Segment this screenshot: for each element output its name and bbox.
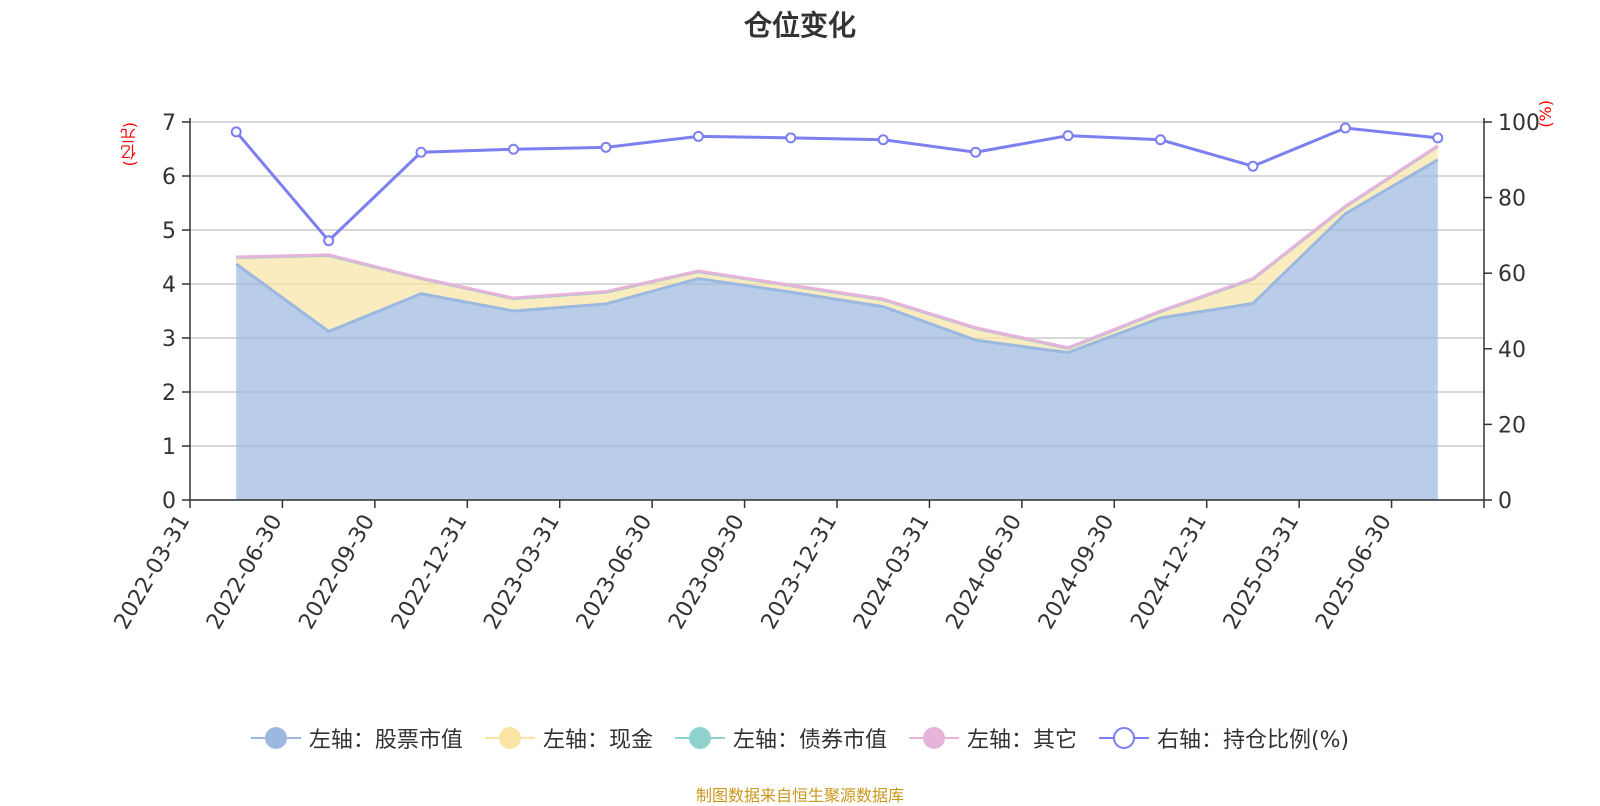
ratio-point [323, 235, 335, 247]
x-axis-tick-label: 2025-06-30 [1311, 511, 1397, 634]
right-axis-tick-label: 80 [1498, 187, 1526, 212]
ratio-point [230, 126, 242, 138]
ratio-point [1062, 130, 1074, 142]
right-axis-tick-label: 60 [1498, 262, 1526, 287]
chart-title: 仓位变化 [743, 9, 856, 42]
x-axis-tick-label: 2023-09-30 [664, 511, 750, 634]
legend-label: 左轴：债券市值 [732, 728, 887, 753]
legend-item-stock[interactable]: 左轴：股票市值 [250, 722, 463, 754]
x-axis-tick-label: 2024-03-31 [849, 511, 935, 634]
legend-bond-icon [674, 726, 725, 750]
ratio-point [1432, 132, 1444, 144]
legend-label: 左轴：股票市值 [308, 728, 463, 753]
legend-item-cash[interactable]: 左轴：现金 [484, 722, 653, 754]
ratio-point [1155, 134, 1166, 146]
x-axis-tick-label: 2025-03-31 [1219, 511, 1305, 634]
right-axis-tick-label: 100 [1498, 111, 1540, 136]
legend-item-bond[interactable]: 左轴：债券市值 [674, 722, 887, 754]
ratio-point [877, 134, 889, 146]
area-series-3-line [236, 144, 1439, 350]
legend-label: 左轴：现金 [542, 728, 653, 753]
x-axis-tick-label: 2023-06-30 [572, 511, 658, 634]
x-axis-tick-label: 2022-09-30 [294, 511, 380, 634]
legend: 左轴：股票市值 左轴：现金 左轴：债券市值 左轴：其它 右轴：持仓比例(%) [0, 722, 1600, 754]
left-axis-tick-label: 1 [162, 435, 176, 460]
left-axis-tick-label: 0 [162, 489, 176, 514]
ratio-line [235, 126, 1438, 243]
x-axis-tick-label: 2023-12-31 [757, 511, 843, 634]
ratio-point [1339, 122, 1351, 134]
legend-label: 左轴：其它 [966, 728, 1077, 753]
legend-ratio-icon [1098, 726, 1149, 750]
left-axis-tick-label: 3 [162, 327, 176, 352]
x-axis-tick-label: 2024-09-30 [1034, 511, 1120, 634]
x-axis-tick-label: 2022-03-31 [110, 511, 196, 634]
legend-cash-icon [484, 726, 535, 750]
ratio-point [600, 141, 612, 153]
x-axis-tick-label: 2022-06-30 [202, 511, 288, 634]
ratio-point [508, 143, 519, 155]
ratio-point [1247, 160, 1259, 172]
area-series-0-line [235, 158, 1439, 355]
ratio-point [415, 146, 427, 158]
right-axis-tick-label: 0 [1498, 489, 1512, 514]
left-axis-tick-label: 6 [162, 165, 176, 190]
ratio-point [970, 146, 982, 158]
legend-item-ratio[interactable]: 右轴：持仓比例(%) [1098, 722, 1350, 754]
x-axis-tick-label: 2024-06-30 [941, 511, 1027, 634]
legend-stock-icon [250, 726, 301, 750]
left-axis-tick-label: 5 [162, 219, 176, 244]
legend-other-icon [908, 726, 959, 750]
area-series-1 [236, 146, 1438, 353]
x-axis-tick-label: 2024-12-31 [1126, 511, 1212, 634]
x-axis-tick-label: 2022-12-31 [387, 511, 473, 634]
ratio-point [692, 130, 704, 142]
right-axis-tick-label: 20 [1498, 413, 1526, 438]
x-axis-tick-label: 2023-03-31 [479, 511, 565, 634]
footer-source: 制图数据来自恒生聚源数据库 [695, 786, 904, 805]
left-axis-tick-label: 7 [162, 111, 176, 136]
chart-area: 0 1 2 3 4 5 6 7 0 20 40 60 80 100 2022-03-31 2022-06-30… [110, 111, 1540, 634]
area-series-0 [236, 159, 1438, 501]
legend-label: 右轴：持仓比例(%) [1156, 728, 1350, 753]
right-axis-tick-label: 40 [1498, 338, 1526, 363]
left-axis-tick-label: 2 [162, 381, 176, 406]
ratio-point [785, 132, 797, 144]
left-axis-tick-label: 4 [162, 273, 176, 298]
legend-item-other[interactable]: 左轴：其它 [908, 722, 1077, 754]
